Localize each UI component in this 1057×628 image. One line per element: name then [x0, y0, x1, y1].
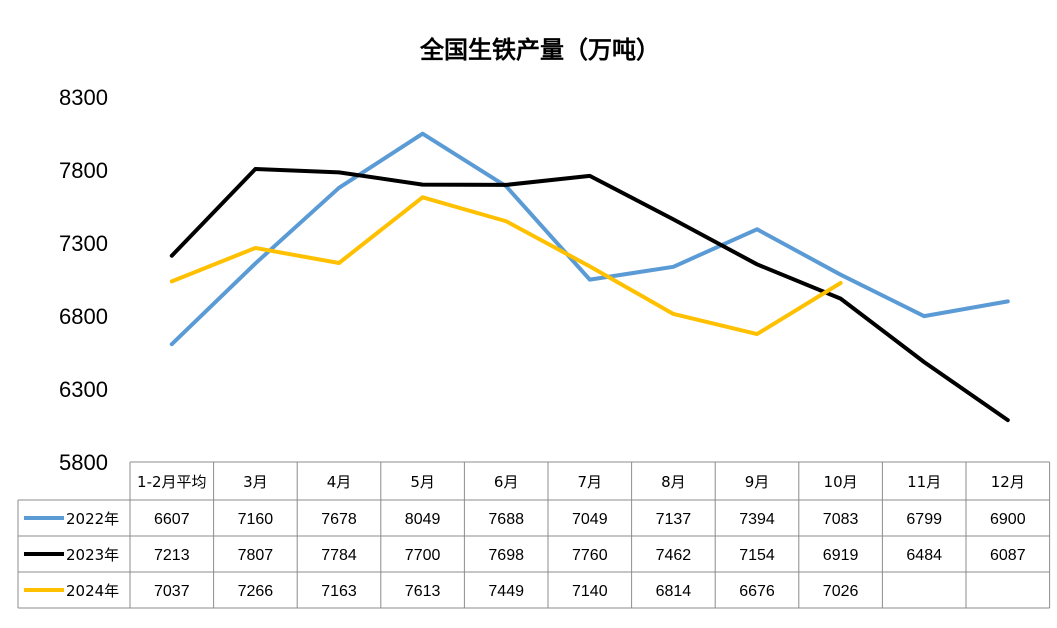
chart-title: 全国生铁产量（万吨）: [419, 36, 660, 64]
table-cell-value: 7613: [405, 583, 441, 600]
table-cell-value: 7037: [154, 583, 190, 600]
series-line-2022年: [169, 131, 1010, 347]
category-label: 7月: [578, 473, 603, 491]
category-label: 3月: [243, 473, 268, 491]
table-cell-value: 7083: [823, 511, 859, 528]
series-line-2023年: [169, 166, 1010, 423]
category-label: 10月: [824, 473, 858, 491]
data-table-gridlines: [17, 461, 1051, 609]
category-label: 5月: [410, 473, 435, 491]
legend-label: 2023年: [66, 546, 119, 564]
y-tick-label: 7300: [59, 231, 108, 256]
table-cell-value: 7678: [321, 511, 357, 528]
data-table: 2022年 6607 7160 7678 8049 7688 7049 7137 7394 708…: [24, 510, 1026, 600]
table-cell-value: 7154: [739, 547, 775, 564]
series-lines: [169, 131, 1010, 423]
category-label: 1-2月平均: [137, 473, 207, 491]
table-cell-value: 7137: [656, 511, 692, 528]
table-cell-value: 7807: [238, 547, 274, 564]
y-tick-label: 7800: [59, 158, 108, 183]
table-cell-value: 7784: [321, 547, 357, 564]
table-cell-value: 6676: [739, 583, 775, 600]
table-cell-value: 7163: [321, 583, 357, 600]
series-line-2024年: [169, 195, 843, 337]
table-cell-value: 7688: [488, 511, 524, 528]
table-cell-value: 6087: [990, 547, 1026, 564]
table-cell-value: 7462: [656, 547, 692, 564]
table-cell-value: 7213: [154, 547, 190, 564]
category-label: 8月: [661, 473, 686, 491]
table-cell-value: 6814: [656, 583, 692, 600]
category-label: 11月: [907, 473, 941, 491]
table-cell-value: 8049: [405, 511, 441, 528]
table-cell-value: 6919: [823, 547, 859, 564]
table-cell-value: 6799: [906, 511, 942, 528]
table-cell-value: 7026: [823, 583, 859, 600]
table-cell-value: 7394: [739, 511, 775, 528]
table-cell-value: 7449: [488, 583, 524, 600]
category-label: 9月: [745, 473, 770, 491]
category-label: 6月: [494, 473, 519, 491]
legend-label: 2022年: [66, 510, 119, 528]
category-label: 4月: [327, 473, 352, 491]
table-cell-value: 7760: [572, 547, 608, 564]
y-tick-label: 6800: [59, 304, 108, 329]
table-cell-value: 7700: [405, 547, 441, 564]
table-cell-value: 7049: [572, 511, 608, 528]
table-cell-value: 6484: [906, 547, 942, 564]
table-cell-value: 7698: [488, 547, 524, 564]
y-tick-label: 5800: [59, 450, 108, 475]
table-cell-value: 7160: [238, 511, 274, 528]
category-labels: 1-2月平均 3月 4月 5月 6月 7月 8月 9月 10月 11月 12月: [137, 473, 1025, 491]
table-cell-value: 6607: [154, 511, 190, 528]
y-tick-label: 6300: [59, 377, 108, 402]
legend-label: 2024年: [66, 582, 119, 600]
table-cell-value: 7266: [238, 583, 274, 600]
table-cell-value: 7140: [572, 583, 608, 600]
category-label: 12月: [991, 473, 1025, 491]
y-tick-label: 8300: [59, 85, 108, 110]
table-cell-value: 6900: [990, 511, 1026, 528]
y-axis: 8300 7800 7300 6800 6300 5800: [59, 85, 108, 475]
